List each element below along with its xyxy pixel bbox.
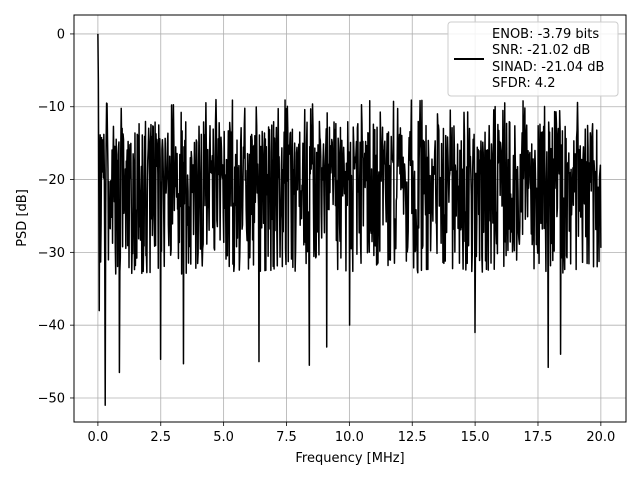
legend-snr: SNR: -21.02 dB — [492, 43, 590, 58]
axes-frame — [73, 14, 627, 423]
legend: ENOB: -3.79 bits SNR: -21.02 dB SINAD: -… — [447, 21, 619, 97]
x-axis: 0.0 2.5 5.0 7.5 10.0 12.5 15.0 17.5 20.0 — [88, 422, 615, 445]
y-axis: 0 −10 −20 −30 −40 −50 — [38, 27, 74, 406]
y-tick-label: 0 — [57, 27, 65, 42]
x-tick-label: 15.0 — [461, 430, 490, 445]
x-tick-label: 7.5 — [276, 430, 297, 445]
y-tick-label: −10 — [38, 100, 65, 115]
y-axis-label: PSD [dB] — [15, 189, 30, 247]
legend-enob: ENOB: -3.79 bits — [492, 27, 599, 42]
y-tick-label: −40 — [38, 319, 65, 334]
legend-sfdr: SFDR: 4.2 — [492, 76, 556, 91]
legend-sinad: SINAD: -21.04 dB — [492, 60, 604, 75]
y-tick-label: −50 — [38, 391, 65, 406]
x-tick-label: 5.0 — [213, 430, 234, 445]
x-tick-label: 2.5 — [150, 430, 171, 445]
plot-area — [97, 33, 602, 406]
x-tick-label: 17.5 — [524, 430, 553, 445]
x-tick-label: 12.5 — [398, 430, 427, 445]
x-tick-label: 10.0 — [335, 430, 364, 445]
legend-box — [447, 21, 619, 97]
x-axis-label: Frequency [MHz] — [295, 451, 404, 466]
psd-series-line — [97, 33, 602, 406]
y-tick-label: −20 — [38, 173, 65, 188]
x-tick-label: 20.0 — [586, 430, 615, 445]
y-tick-label: −30 — [38, 246, 65, 261]
x-tick-label: 0.0 — [88, 430, 109, 445]
